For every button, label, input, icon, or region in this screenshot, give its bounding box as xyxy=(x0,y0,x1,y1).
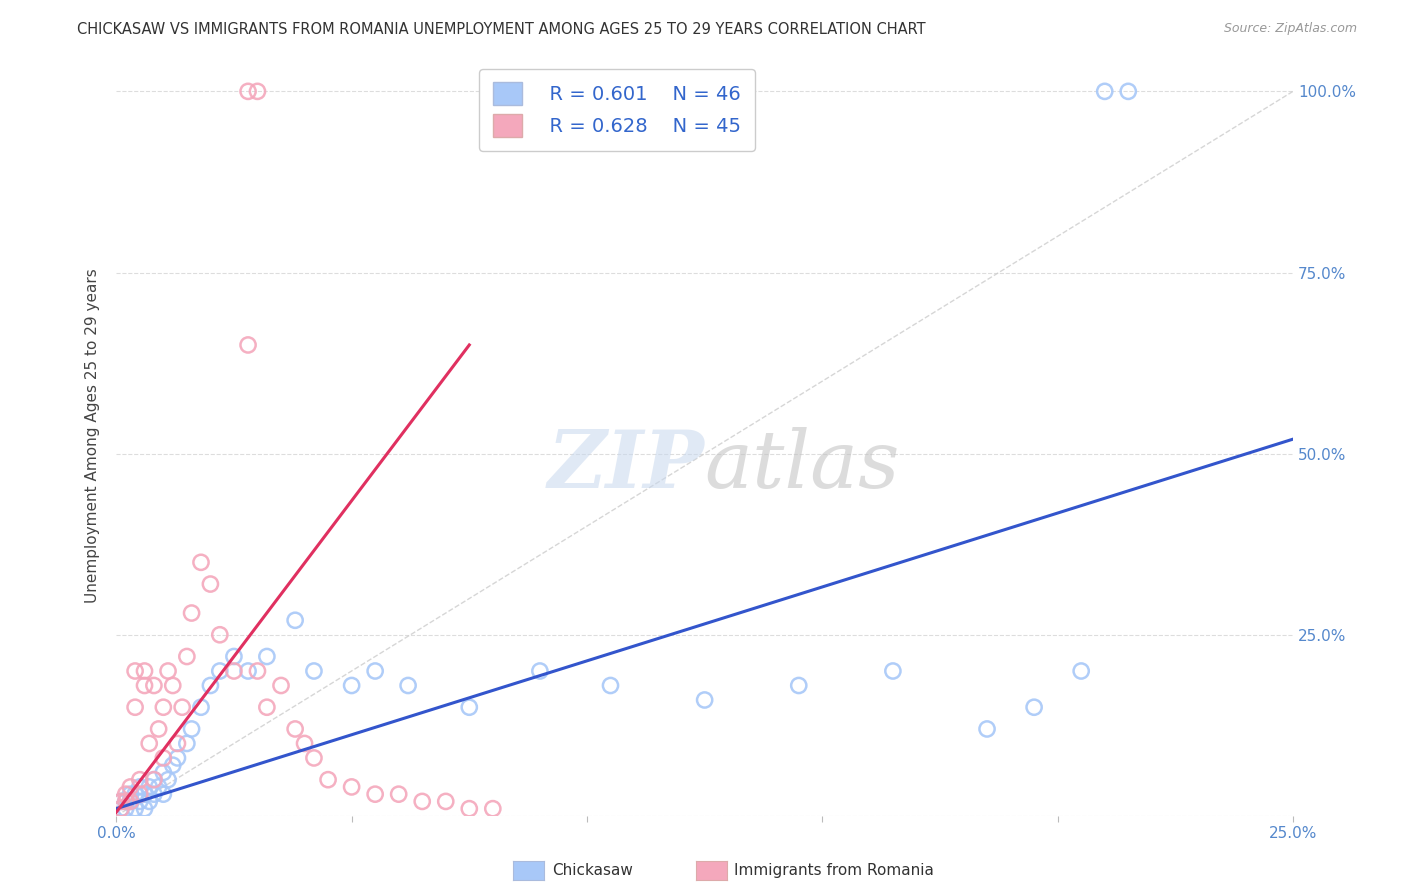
Point xyxy=(388,787,411,801)
Point xyxy=(246,664,269,678)
Point xyxy=(176,736,198,750)
Text: Immigrants from Romania: Immigrants from Romania xyxy=(734,863,934,878)
Y-axis label: Unemployment Among Ages 25 to 29 years: Unemployment Among Ages 25 to 29 years xyxy=(86,268,100,603)
Point xyxy=(1116,84,1139,98)
Point xyxy=(142,772,165,787)
Point xyxy=(114,802,136,816)
Point xyxy=(134,678,156,692)
Point xyxy=(364,664,387,678)
Point xyxy=(180,722,202,736)
Point xyxy=(236,84,259,98)
Point xyxy=(222,664,245,678)
Point xyxy=(236,664,259,678)
Point xyxy=(176,649,198,664)
Point xyxy=(190,700,212,714)
Point xyxy=(166,751,188,765)
Point xyxy=(1094,84,1116,98)
Point xyxy=(236,338,259,352)
Point xyxy=(128,772,150,787)
Point xyxy=(114,794,136,808)
Point xyxy=(157,772,180,787)
Point xyxy=(162,758,184,772)
Point xyxy=(148,780,170,794)
Point xyxy=(693,693,716,707)
Point xyxy=(114,794,136,808)
Point xyxy=(148,722,170,736)
Point xyxy=(200,678,222,692)
Point xyxy=(152,751,174,765)
Point xyxy=(120,794,142,808)
Point xyxy=(142,787,165,801)
Point xyxy=(434,794,457,808)
Point xyxy=(152,787,174,801)
Point xyxy=(120,794,142,808)
Point xyxy=(1022,700,1045,714)
Point xyxy=(128,780,150,794)
Point xyxy=(284,722,307,736)
Text: ZIP: ZIP xyxy=(548,427,704,505)
Point xyxy=(256,649,278,664)
Point xyxy=(246,84,269,98)
Point xyxy=(124,700,146,714)
Point xyxy=(138,794,160,808)
Text: Chickasaw: Chickasaw xyxy=(553,863,634,878)
Text: atlas: atlas xyxy=(704,427,900,505)
Point xyxy=(302,664,325,678)
Point xyxy=(200,577,222,591)
Point xyxy=(152,700,174,714)
Point xyxy=(138,780,160,794)
Point xyxy=(458,700,481,714)
Point xyxy=(396,678,419,692)
Text: CHICKASAW VS IMMIGRANTS FROM ROMANIA UNEMPLOYMENT AMONG AGES 25 TO 29 YEARS CORR: CHICKASAW VS IMMIGRANTS FROM ROMANIA UNE… xyxy=(77,22,927,37)
Point xyxy=(284,613,307,627)
Point xyxy=(157,664,180,678)
Point xyxy=(110,802,132,816)
Point xyxy=(458,802,481,816)
Point xyxy=(411,794,433,808)
Point xyxy=(128,794,150,808)
Point xyxy=(190,555,212,569)
Point xyxy=(162,678,184,692)
Point xyxy=(294,736,316,750)
Point xyxy=(114,787,136,801)
Point xyxy=(529,664,551,678)
Point xyxy=(1070,664,1092,678)
Text: Source: ZipAtlas.com: Source: ZipAtlas.com xyxy=(1223,22,1357,36)
Point xyxy=(134,787,156,801)
Legend:   R = 0.601    N = 46,   R = 0.628    N = 45: R = 0.601 N = 46, R = 0.628 N = 45 xyxy=(479,69,755,151)
Point xyxy=(134,664,156,678)
Point xyxy=(316,772,339,787)
Point xyxy=(120,780,142,794)
Point xyxy=(138,736,160,750)
Point xyxy=(124,664,146,678)
Point xyxy=(172,700,194,714)
Point xyxy=(124,802,146,816)
Point xyxy=(882,664,904,678)
Point xyxy=(142,678,165,692)
Point xyxy=(180,606,202,620)
Point xyxy=(364,787,387,801)
Point xyxy=(302,751,325,765)
Point xyxy=(110,802,132,816)
Point xyxy=(482,802,505,816)
Point xyxy=(110,794,132,808)
Point xyxy=(787,678,810,692)
Point xyxy=(222,649,245,664)
Point xyxy=(128,787,150,801)
Point xyxy=(256,700,278,714)
Point xyxy=(208,628,231,642)
Point xyxy=(270,678,292,692)
Point xyxy=(152,765,174,780)
Point xyxy=(976,722,998,736)
Point xyxy=(340,780,363,794)
Point xyxy=(340,678,363,692)
Point xyxy=(120,787,142,801)
Point xyxy=(142,772,165,787)
Point xyxy=(208,664,231,678)
Point xyxy=(134,802,156,816)
Point xyxy=(110,794,132,808)
Point xyxy=(166,736,188,750)
Point xyxy=(124,787,146,801)
Point xyxy=(599,678,621,692)
